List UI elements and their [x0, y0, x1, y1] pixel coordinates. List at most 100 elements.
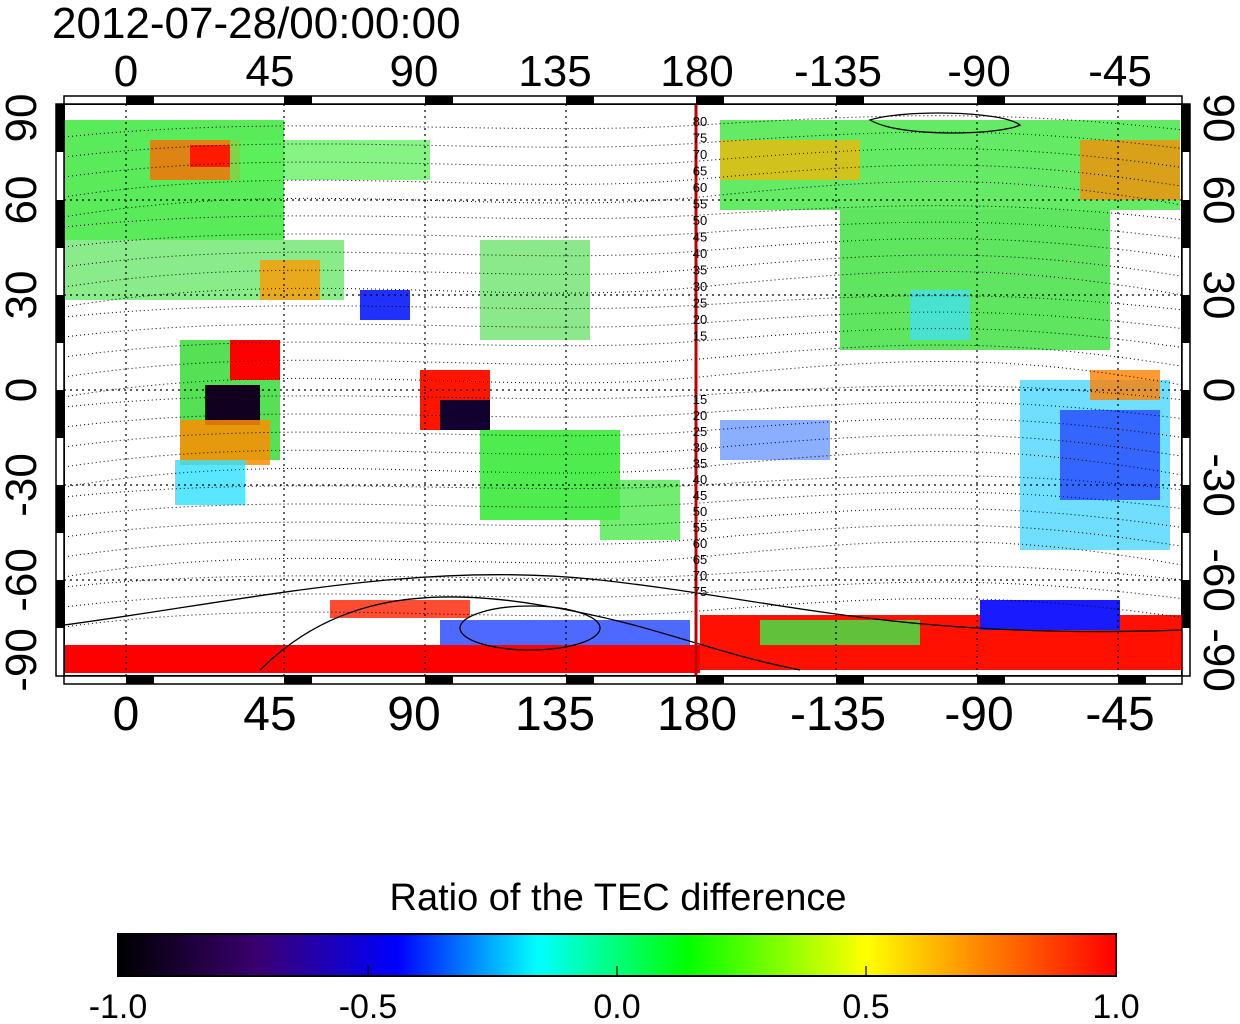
- contour-label: 45: [693, 230, 707, 245]
- contour-label: 80: [693, 114, 707, 129]
- contour-label: 55: [693, 520, 707, 535]
- bottom-x-tick: 0: [113, 688, 140, 741]
- contour-label: 35: [693, 263, 707, 278]
- colorbar-tick: 1.0: [1092, 988, 1139, 1024]
- colorbar-title: Ratio of the TEC difference: [390, 877, 847, 919]
- magnetic-contour-line: [64, 131, 1182, 158]
- magnetic-contour-line: [64, 115, 1182, 138]
- colorbar-tick-labels: -1.0 -0.5 0.0 0.5 1.0: [89, 988, 1140, 1024]
- top-x-tick: 45: [246, 47, 295, 96]
- right-y-tick: -30: [1194, 453, 1240, 517]
- magnetic-contour-line: [64, 385, 1182, 408]
- contour-label: 55: [693, 197, 707, 212]
- colorbar-tick: -1.0: [89, 988, 148, 1024]
- magnetic-contour-line: [64, 581, 1182, 608]
- magnetic-contour-line: [64, 491, 1182, 518]
- left-y-tick-labels: 90 60 30 0 -30 -60 -90: [0, 94, 46, 692]
- contour-label: 15: [693, 392, 707, 407]
- right-y-tick: 0: [1194, 378, 1240, 402]
- left-y-tick: 60: [0, 176, 46, 225]
- contour-label: 25: [693, 296, 707, 311]
- top-x-tick: -45: [1088, 47, 1152, 96]
- right-y-tick: 90: [1194, 94, 1240, 143]
- right-y-tick: 30: [1194, 271, 1240, 320]
- top-x-tick-labels: 0 45 90 135 180 -135 -90 -45: [114, 47, 1152, 96]
- contour-label: 20: [693, 312, 707, 327]
- magnetic-contour-line: [64, 401, 1182, 428]
- contour-label: 60: [693, 536, 707, 551]
- magnetic-contour-line: [64, 295, 1182, 318]
- right-axis: [1181, 103, 1191, 677]
- left-y-tick: 0: [0, 378, 46, 402]
- contour-label: 70: [693, 147, 707, 162]
- magnetic-contour-line: [64, 508, 1182, 538]
- bottom-axis: [63, 675, 1183, 685]
- magnetic-contour-line: [64, 148, 1182, 178]
- contour-label: 75: [693, 131, 707, 146]
- contour-label: 60: [693, 180, 707, 195]
- left-y-tick: -30: [0, 453, 46, 517]
- contour-label: 50: [693, 504, 707, 519]
- contour-label: 25: [693, 424, 707, 439]
- timestamp-title: 2012-07-28/00:00:00: [52, 0, 461, 48]
- bottom-x-tick: 135: [515, 688, 595, 741]
- bottom-x-tick: -135: [790, 688, 886, 741]
- colorbar-ticks: [367, 966, 867, 976]
- top-axis: [63, 95, 1183, 105]
- magnetic-contour-line: [64, 328, 1182, 358]
- top-x-tick: 0: [114, 47, 138, 96]
- top-x-tick: -90: [947, 47, 1011, 96]
- right-y-tick: -90: [1194, 628, 1240, 692]
- tec-data-patches: [64, 120, 1182, 673]
- right-y-tick: 60: [1194, 176, 1240, 225]
- left-axis: [55, 103, 65, 677]
- top-x-tick: 90: [390, 47, 439, 96]
- colorbar-tick: -0.5: [339, 988, 398, 1024]
- magnetic-contour-line: [64, 311, 1182, 338]
- bottom-x-tick: -45: [1085, 688, 1154, 741]
- auroral-contours: [64, 112, 1182, 671]
- contour-label: 45: [693, 488, 707, 503]
- contour-label: 50: [693, 213, 707, 228]
- grid-lines: [64, 104, 1182, 676]
- magnetic-contour-line: [64, 205, 1182, 228]
- magnetic-contour-line: [64, 475, 1182, 498]
- bottom-x-tick: 180: [657, 688, 737, 741]
- left-y-tick: -60: [0, 548, 46, 612]
- contour-label: 70: [693, 568, 707, 583]
- contour-label: 40: [693, 246, 707, 261]
- right-y-tick-labels: 90 60 30 0 -30 -60 -90: [1194, 94, 1240, 692]
- magnetic-contour-line: [64, 418, 1182, 448]
- colorbar-tick: 0.0: [593, 988, 640, 1024]
- magnetic-contours: [64, 115, 1182, 628]
- contour-label: 40: [693, 472, 707, 487]
- bottom-x-tick-labels: 0 45 90 135 180 -135 -90 -45: [113, 688, 1155, 741]
- colorbar: [117, 933, 1117, 977]
- contour-label: 30: [693, 440, 707, 455]
- magnetic-contour-line: [64, 565, 1182, 588]
- left-y-tick: 30: [0, 271, 46, 320]
- contour-label: 35: [693, 456, 707, 471]
- magnetic-contour-line: [64, 598, 1182, 628]
- magnetic-contour-line: [64, 221, 1182, 248]
- contour-label: 75: [693, 584, 707, 599]
- magnetic-contour-line: [64, 238, 1182, 268]
- contour-label: 15: [693, 329, 707, 344]
- left-y-tick: 90: [0, 94, 46, 143]
- left-y-tick: -90: [0, 628, 46, 692]
- bottom-x-tick: 90: [387, 688, 440, 741]
- top-x-tick: 135: [518, 47, 591, 96]
- bottom-x-tick: 45: [243, 688, 296, 741]
- contour-label: 30: [693, 279, 707, 294]
- contour-label: 65: [693, 552, 707, 567]
- top-x-tick: -135: [794, 47, 882, 96]
- contour-label: 65: [693, 164, 707, 179]
- contour-label: 20: [693, 408, 707, 423]
- top-x-tick: 180: [660, 47, 733, 96]
- colorbar-tick: 0.5: [842, 988, 889, 1024]
- bottom-x-tick: -90: [944, 688, 1013, 741]
